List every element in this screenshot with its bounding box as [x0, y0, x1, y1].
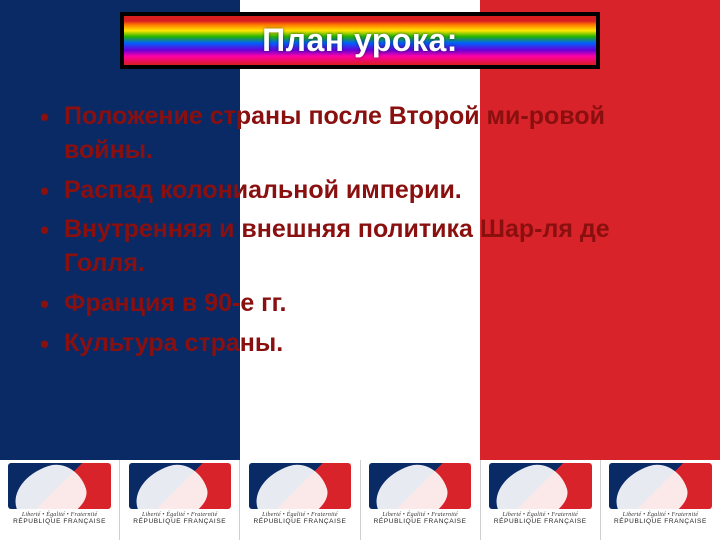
bullet-item: Распад колониальной империи.: [36, 174, 690, 208]
marianne-icon: [489, 463, 591, 509]
logo-tile: Liberté • Égalité • Fraternité RÉPUBLIQU…: [360, 460, 480, 540]
bullet-item: Внутренняя и внешняя политика Шар-ля де …: [36, 213, 690, 281]
logo-tile: Liberté • Égalité • Fraternité RÉPUBLIQU…: [480, 460, 600, 540]
bullet-item: Франция в 90-е гг.: [36, 287, 690, 321]
content-area: Положение страны после Второй ми-ровой в…: [36, 100, 690, 366]
marianne-icon: [609, 463, 711, 509]
logo-country: RÉPUBLIQUE FRANÇAISE: [374, 518, 467, 525]
logo-country: RÉPUBLIQUE FRANÇAISE: [253, 518, 346, 525]
marianne-icon: [369, 463, 471, 509]
marianne-icon: [129, 463, 231, 509]
logo-tile: Liberté • Égalité • Fraternité RÉPUBLIQU…: [0, 460, 119, 540]
bullet-list: Положение страны после Второй ми-ровой в…: [36, 100, 690, 360]
logo-tile: Liberté • Égalité • Fraternité RÉPUBLIQU…: [119, 460, 239, 540]
bullet-item: Положение страны после Второй ми-ровой в…: [36, 100, 690, 168]
logo-country: RÉPUBLIQUE FRANÇAISE: [614, 518, 707, 525]
logo-strip: Liberté • Égalité • Fraternité RÉPUBLIQU…: [0, 460, 720, 540]
slide: План урока: Положение страны после Второ…: [0, 0, 720, 540]
slide-title: План урока:: [130, 22, 590, 59]
bullet-item: Культура страны.: [36, 327, 690, 361]
logo-country: RÉPUBLIQUE FRANÇAISE: [13, 518, 106, 525]
title-banner: План урока:: [120, 12, 600, 69]
logo-country: RÉPUBLIQUE FRANÇAISE: [133, 518, 226, 525]
marianne-icon: [8, 463, 110, 509]
logo-tile: Liberté • Égalité • Fraternité RÉPUBLIQU…: [600, 460, 720, 540]
logo-country: RÉPUBLIQUE FRANÇAISE: [494, 518, 587, 525]
marianne-icon: [249, 463, 351, 509]
logo-tile: Liberté • Égalité • Fraternité RÉPUBLIQU…: [239, 460, 359, 540]
